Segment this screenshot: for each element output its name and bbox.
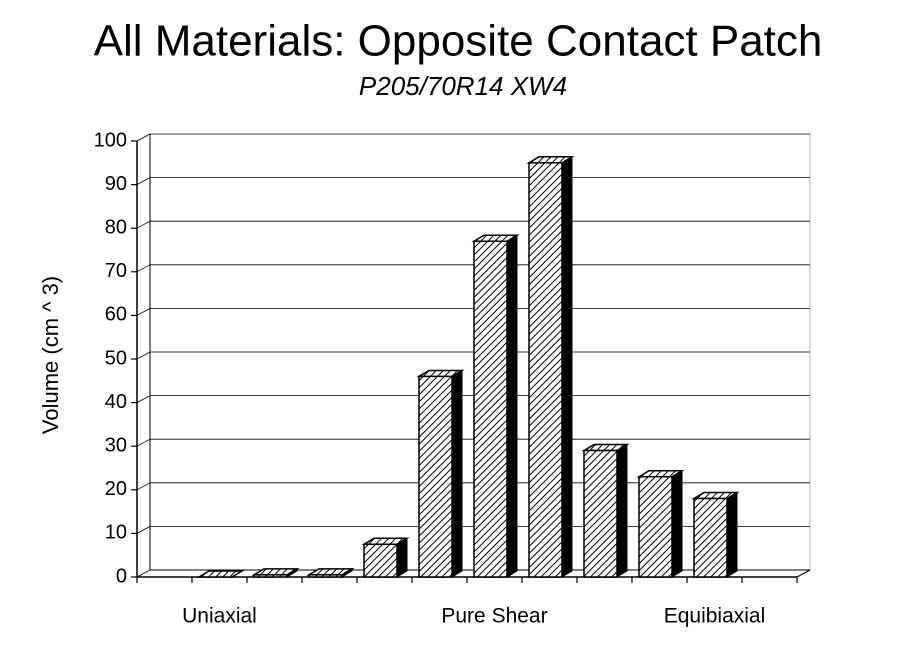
bar-front xyxy=(583,449,618,578)
bar xyxy=(251,567,300,578)
grid-line xyxy=(136,177,151,185)
grid-line xyxy=(136,220,151,229)
grid-line xyxy=(136,482,151,491)
grid-line xyxy=(136,264,151,273)
bar-side xyxy=(671,469,683,578)
bar xyxy=(361,537,410,578)
bar-front xyxy=(308,574,343,578)
bar-front xyxy=(253,574,288,578)
bar xyxy=(636,469,685,578)
bar-side xyxy=(561,155,573,578)
bar xyxy=(416,369,465,578)
bar xyxy=(691,491,740,578)
grid-line xyxy=(136,438,151,447)
y-axis-label: Volume (cm ^ 3) xyxy=(38,276,63,434)
y-tick-label: 70 xyxy=(105,260,127,282)
bar-front xyxy=(693,497,728,578)
bar-top xyxy=(196,570,245,578)
bar-front xyxy=(418,375,453,578)
bar-side xyxy=(506,234,518,578)
y-tick-label: 50 xyxy=(105,347,127,369)
bar-side xyxy=(616,443,628,578)
y-tick-label: 0 xyxy=(116,565,127,587)
floor-right xyxy=(796,569,811,578)
bar-front xyxy=(528,162,563,578)
chart-title: All Materials: Opposite Contact Patch xyxy=(94,17,823,66)
y-tick-label: 60 xyxy=(105,304,127,326)
y-tick-label: 30 xyxy=(105,434,127,456)
y-tick-label: 20 xyxy=(105,478,127,500)
bar-front xyxy=(473,240,508,578)
y-tick-label: 40 xyxy=(105,391,127,413)
y-tick-label: 100 xyxy=(94,129,127,151)
bar-front xyxy=(638,475,673,578)
bar xyxy=(306,567,355,578)
grid-line xyxy=(136,351,151,360)
bar xyxy=(581,443,630,578)
grid-line xyxy=(136,395,151,403)
bar xyxy=(526,155,575,578)
grid-line xyxy=(136,569,151,578)
bar-side xyxy=(451,369,463,578)
x-tick-label: Uniaxial xyxy=(182,605,257,628)
bar xyxy=(196,570,245,578)
x-tick-label: Equibiaxial xyxy=(664,605,766,628)
y-tick-label: 80 xyxy=(105,216,127,238)
grid-line xyxy=(136,308,151,316)
chart-subtitle: P205/70R14 XW4 xyxy=(359,71,567,101)
grid-line xyxy=(136,526,151,534)
bar xyxy=(471,234,520,578)
grid-line xyxy=(136,133,151,142)
y-tick-label: 10 xyxy=(105,522,127,544)
x-tick-label: Pure Shear xyxy=(441,605,547,628)
y-tick-label: 90 xyxy=(105,173,127,195)
bar-front xyxy=(363,543,398,578)
bar-side xyxy=(726,491,738,578)
